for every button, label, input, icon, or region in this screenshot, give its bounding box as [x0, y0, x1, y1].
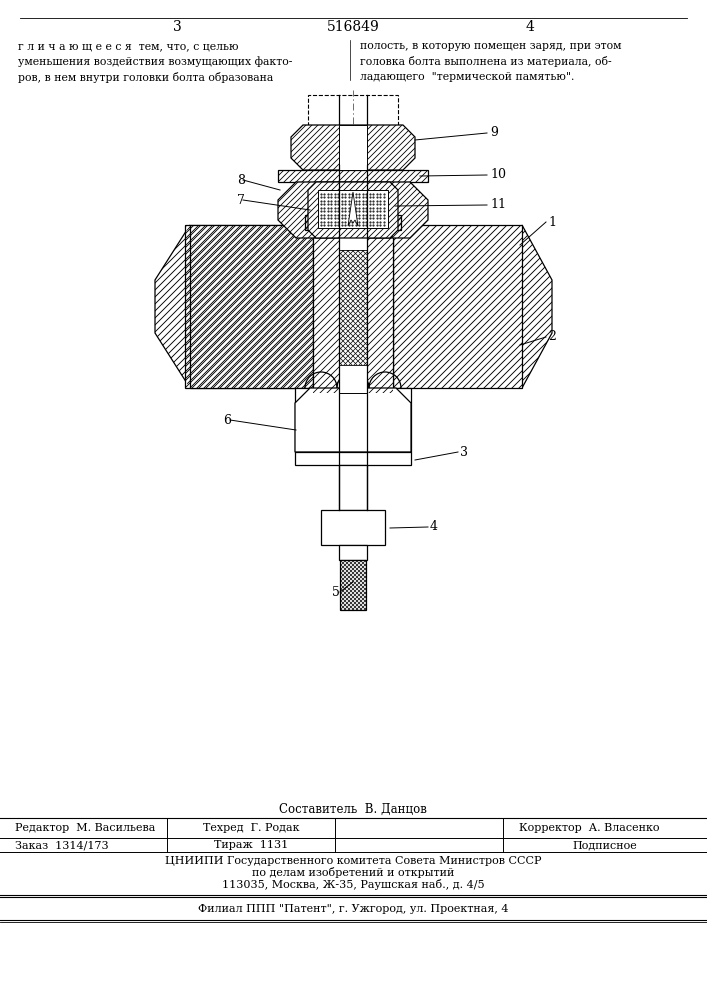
Bar	[339, 125, 367, 170]
Text: 8: 8	[237, 174, 245, 186]
Polygon shape	[308, 182, 398, 238]
Bar	[313, 220, 393, 393]
Text: полость, в которую помещен заряд, при этом
головка болта выполнена из материала,: полость, в которую помещен заряд, при эт…	[360, 41, 621, 82]
Text: Составитель  В. Данцов: Составитель В. Данцов	[279, 802, 427, 816]
Bar	[339, 250, 367, 365]
Text: 5: 5	[332, 585, 340, 598]
Bar	[278, 170, 428, 182]
Text: 4: 4	[525, 20, 534, 34]
Bar	[321, 510, 385, 545]
Text: 6: 6	[223, 414, 231, 426]
Bar	[393, 225, 522, 388]
Text: Редактор  М. Васильева: Редактор М. Васильева	[15, 823, 156, 833]
Text: Техред  Г. Родак: Техред Г. Родак	[203, 823, 299, 833]
Text: 113035, Москва, Ж-35, Раушская наб., д. 4/5: 113035, Москва, Ж-35, Раушская наб., д. …	[222, 880, 484, 890]
Bar	[295, 388, 411, 452]
Text: ЦНИИПИ Государственного комитета Совета Министров СССР: ЦНИИПИ Государственного комитета Совета …	[165, 856, 542, 866]
Text: Заказ  1314/173: Заказ 1314/173	[15, 840, 109, 850]
Bar	[339, 465, 367, 510]
Text: 2: 2	[548, 330, 556, 344]
Text: Тираж  1131: Тираж 1131	[214, 840, 288, 850]
Bar	[295, 452, 411, 465]
Circle shape	[358, 390, 408, 440]
Bar	[340, 560, 366, 610]
Polygon shape	[185, 225, 313, 388]
Bar	[308, 95, 398, 165]
Text: 3: 3	[460, 446, 468, 458]
Polygon shape	[291, 125, 415, 170]
Circle shape	[298, 390, 348, 440]
Circle shape	[328, 390, 378, 440]
Bar	[305, 215, 401, 230]
Polygon shape	[348, 192, 358, 226]
Text: 10: 10	[490, 168, 506, 182]
Bar	[318, 190, 388, 228]
Polygon shape	[522, 225, 552, 388]
Text: Филиал ППП "Патент", г. Ужгород, ул. Проектная, 4: Филиал ППП "Патент", г. Ужгород, ул. Про…	[198, 904, 508, 914]
Polygon shape	[155, 225, 190, 388]
Text: 9: 9	[490, 126, 498, 139]
Bar	[339, 220, 367, 393]
Text: 11: 11	[490, 198, 506, 212]
Text: 3: 3	[173, 20, 182, 34]
Text: по делам изобретений и открытий: по делам изобретений и открытий	[252, 867, 454, 879]
Text: 7: 7	[237, 194, 245, 207]
Text: Подписное: Подписное	[573, 840, 638, 850]
Polygon shape	[278, 182, 428, 238]
Text: 4: 4	[430, 520, 438, 534]
Text: 1: 1	[548, 216, 556, 229]
Polygon shape	[295, 388, 411, 452]
Text: Корректор  А. Власенко: Корректор А. Власенко	[519, 823, 660, 833]
Text: 516849: 516849	[327, 20, 380, 34]
Bar	[339, 545, 367, 560]
Bar	[190, 225, 313, 388]
Text: г л и ч а ю щ е е с я  тем, что, с целью
уменьшения воздействия возмущающих факт: г л и ч а ю щ е е с я тем, что, с целью …	[18, 41, 293, 83]
